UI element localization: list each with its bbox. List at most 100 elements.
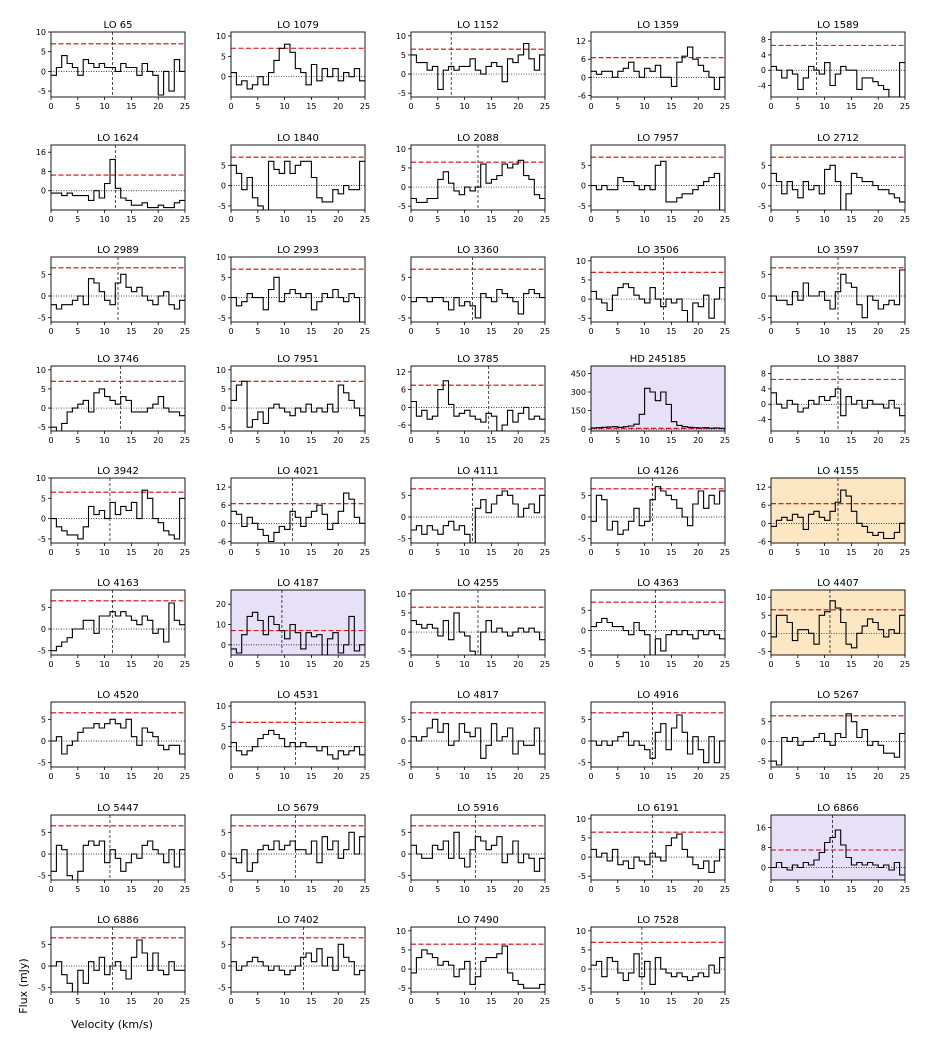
panel-title: LO 4520	[97, 690, 139, 701]
y-tick-label: 5	[581, 606, 586, 615]
panel-frame	[590, 477, 726, 544]
x-tick-label: 25	[900, 885, 910, 894]
x-tick-label: 25	[360, 436, 370, 445]
x-tick-label: 5	[435, 885, 440, 894]
y-tick-label: 8	[41, 167, 46, 176]
x-tick-label: 10	[820, 885, 830, 894]
x-tick-label: 25	[720, 436, 730, 445]
panel-frame	[410, 701, 546, 768]
y-tick-label: 10	[216, 253, 226, 262]
panel-frame	[770, 365, 906, 432]
x-tick-label: 10	[640, 102, 650, 111]
panel-background	[591, 32, 725, 97]
panel: LO 6866 0 8 16 0 5 10 15 20 25	[756, 803, 910, 894]
x-tick-label: 20	[513, 548, 523, 557]
spectrum-line	[411, 831, 545, 872]
x-tick-label: 25	[180, 772, 190, 781]
x-tick-label: 10	[100, 548, 110, 557]
x-tick-label: 20	[693, 885, 703, 894]
spectrum-line	[591, 833, 725, 873]
x-tick-label: 10	[280, 885, 290, 894]
panel-frame	[770, 31, 906, 98]
x-tick-label: 10	[640, 772, 650, 781]
spectrum-line	[51, 388, 185, 431]
x-tick-label: 10	[640, 548, 650, 557]
x-tick-label: 10	[280, 660, 290, 669]
panel-background	[591, 257, 725, 322]
x-tick-label: 20	[333, 660, 343, 669]
spectrum-line	[231, 43, 365, 90]
x-tick-label: 15	[666, 215, 676, 224]
panel-background	[51, 927, 185, 992]
y-tick-label: -5	[578, 535, 586, 544]
panel-background	[231, 32, 365, 97]
panel-background	[231, 927, 365, 992]
panel-background	[51, 32, 185, 97]
x-tick-label: 10	[280, 102, 290, 111]
x-tick-label: 5	[435, 215, 440, 224]
panel-frame	[230, 31, 366, 98]
x-tick-label: 25	[720, 327, 730, 336]
x-tick-label: 20	[333, 772, 343, 781]
spectrum-line	[591, 714, 725, 764]
x-tick-label: 15	[846, 660, 856, 669]
panel-frame	[770, 144, 906, 211]
y-tick-label: 0	[401, 183, 406, 192]
x-tick-label: 0	[48, 436, 53, 445]
y-tick-label: -5	[578, 647, 586, 656]
x-tick-label: 15	[306, 102, 316, 111]
x-tick-label: 15	[306, 772, 316, 781]
x-tick-label: 20	[153, 436, 163, 445]
y-tick-label: 12	[396, 368, 406, 377]
spectrum-line	[771, 600, 905, 649]
panel-title: LO 5916	[457, 803, 499, 814]
y-tick-label: -5	[38, 314, 46, 323]
x-tick-label: 5	[75, 660, 80, 669]
y-tick-label: 450	[571, 369, 586, 378]
x-tick-label: 0	[48, 772, 53, 781]
panel: LO 1079 0 5 10 0 5 10 15 20 25	[216, 20, 370, 111]
y-tick-label: 6	[401, 386, 406, 395]
spectrum-line	[51, 840, 185, 880]
panel-title: LO 4916	[637, 690, 679, 701]
y-tick-label: -5	[398, 314, 406, 323]
x-tick-label: 0	[48, 997, 53, 1006]
y-tick-label: -5	[398, 202, 406, 211]
x-tick-label: 0	[768, 885, 773, 894]
y-tick-label: 0	[41, 962, 46, 971]
x-tick-label: 25	[540, 436, 550, 445]
x-tick-label: 20	[153, 997, 163, 1006]
x-tick-label: 10	[640, 885, 650, 894]
x-tick-label: 25	[180, 215, 190, 224]
y-tick-label: 0	[401, 965, 406, 974]
x-tick-label: 0	[768, 327, 773, 336]
panel-title: LO 5679	[277, 803, 319, 814]
y-tick-label: -5	[578, 759, 586, 768]
y-tick-label: 0	[581, 73, 586, 82]
y-tick-label: 0	[221, 519, 226, 528]
x-tick-label: 0	[588, 885, 593, 894]
y-tick-label: 0	[761, 737, 766, 746]
x-tick-label: 10	[100, 997, 110, 1006]
panel-background	[591, 145, 725, 210]
x-tick-label: 15	[126, 327, 136, 336]
x-tick-label: 25	[540, 660, 550, 669]
panel-title: LO 2088	[457, 133, 499, 144]
x-tick-label: 5	[795, 660, 800, 669]
x-tick-label: 5	[795, 327, 800, 336]
x-tick-label: 0	[228, 327, 233, 336]
x-tick-label: 20	[333, 436, 343, 445]
x-tick-label: 20	[513, 215, 523, 224]
panel-frame	[230, 589, 366, 656]
panel-title: LO 4187	[277, 578, 319, 589]
x-tick-label: 5	[435, 548, 440, 557]
x-tick-label: 0	[228, 548, 233, 557]
x-tick-label: 15	[666, 102, 676, 111]
y-tick-label: -5	[38, 423, 46, 432]
panel-background	[771, 815, 905, 880]
